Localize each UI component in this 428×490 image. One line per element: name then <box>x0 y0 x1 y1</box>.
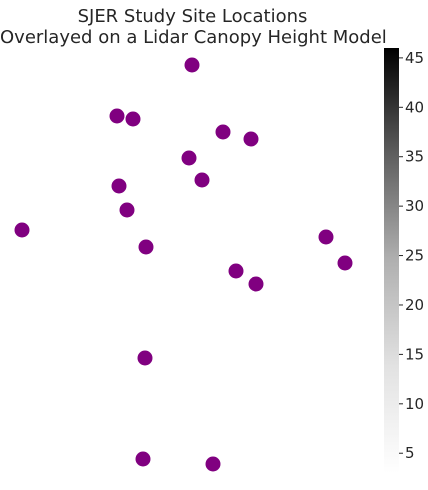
chart-title-line-1: SJER Study Site Locations <box>77 6 308 27</box>
site-point <box>181 150 197 166</box>
colorbar-tick-label: 30 <box>405 197 424 215</box>
colorbar-tick-label: 45 <box>405 49 424 67</box>
site-point <box>119 202 135 218</box>
colorbar-tick-label: 35 <box>405 148 424 166</box>
site-point <box>138 239 154 255</box>
site-point <box>135 451 151 467</box>
chart-title-line-2: Overlayed on a Lidar Canopy Height Model <box>0 27 387 48</box>
site-point <box>194 172 210 188</box>
site-point <box>228 263 244 279</box>
site-point <box>248 276 264 292</box>
colorbar-gradient <box>384 48 399 473</box>
colorbar: 5 10 15 20 25 30 35 40 45 <box>384 48 424 473</box>
colorbar-tick-label: 15 <box>405 345 424 363</box>
colorbar-tick-label: 5 <box>405 444 415 462</box>
site-point <box>243 131 259 147</box>
site-point <box>137 350 153 366</box>
site-point <box>184 57 200 73</box>
colorbar-tick-label: 10 <box>405 395 424 413</box>
colorbar-tick-label: 25 <box>405 247 424 265</box>
site-point <box>215 124 231 140</box>
site-point <box>337 255 353 271</box>
site-point <box>14 222 30 238</box>
colorbar-tick-label: 20 <box>405 296 424 314</box>
colorbar-tick-label: 40 <box>405 98 424 116</box>
site-point <box>109 108 125 124</box>
site-point <box>111 178 127 194</box>
site-point <box>318 229 334 245</box>
site-point <box>125 111 141 127</box>
data-points <box>14 57 353 472</box>
site-point <box>205 456 221 472</box>
colorbar-ticks: 5 10 15 20 25 30 35 40 45 <box>399 49 424 462</box>
